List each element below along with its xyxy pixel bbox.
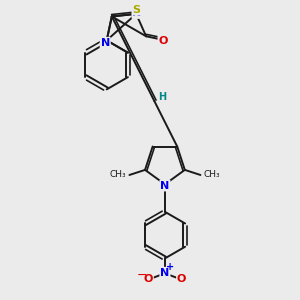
Text: −: − xyxy=(136,269,147,282)
Text: CH₃: CH₃ xyxy=(110,170,126,179)
Text: H: H xyxy=(158,92,166,102)
Text: O: O xyxy=(143,274,153,284)
Text: S: S xyxy=(133,5,141,15)
Text: N: N xyxy=(160,181,170,190)
Text: N: N xyxy=(132,8,142,18)
Text: CH₃: CH₃ xyxy=(203,170,220,179)
Text: O: O xyxy=(158,36,168,46)
Text: O: O xyxy=(177,274,186,284)
Text: N: N xyxy=(160,268,170,278)
Text: +: + xyxy=(166,262,174,272)
Text: N: N xyxy=(100,38,110,48)
